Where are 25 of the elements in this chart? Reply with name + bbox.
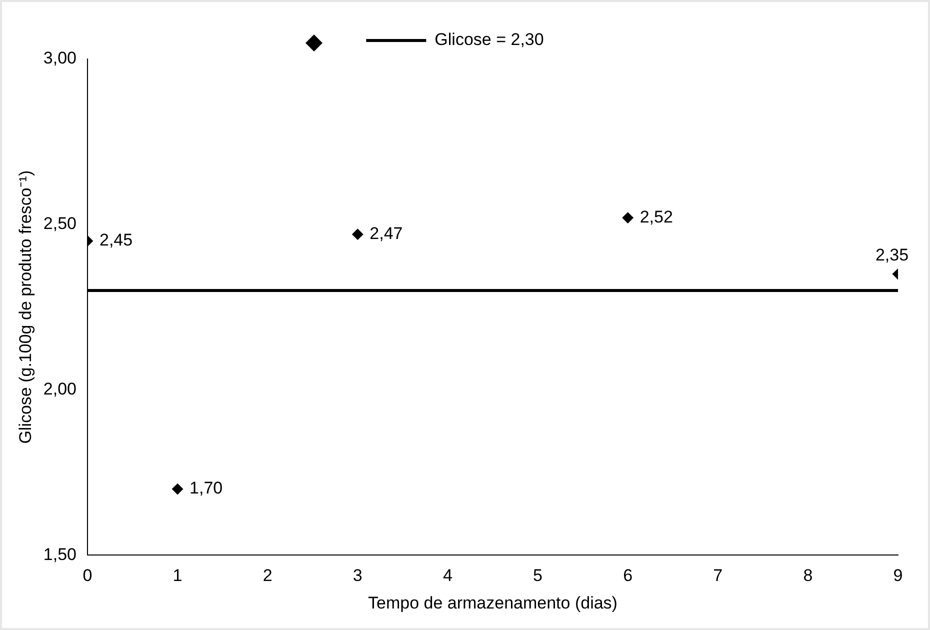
point	[622, 212, 634, 224]
x-axis-title: Tempo de armazenamento (dias)	[368, 593, 618, 612]
x-tick-label: 7	[713, 566, 723, 586]
y-tick-label: 2,50	[43, 214, 76, 234]
x-tick-label: 2	[262, 566, 272, 586]
y-tick-label: 1,50	[43, 544, 76, 564]
data-label: 1,70	[190, 478, 223, 498]
y-axis-title: Glicose (g.100g de produto fresco⁻¹)	[16, 170, 35, 444]
data-label: 2,52	[640, 207, 673, 226]
legend-label: Glicose = 2,30	[434, 30, 544, 50]
point	[172, 484, 184, 495]
data-label: 2,45	[99, 230, 133, 250]
x-tick-label: 3	[352, 566, 362, 586]
x-tick-label: 8	[803, 566, 813, 586]
data-label: 2,47	[370, 224, 403, 244]
data-label: 2,35	[875, 246, 909, 265]
y-tick-label: 3,00	[43, 48, 76, 68]
x-tick-label: 1	[172, 566, 182, 586]
x-tick-label: 6	[623, 566, 633, 586]
x-tick-label: 5	[533, 566, 543, 586]
x-tick-label: 9	[893, 566, 903, 586]
x-tick-label: 4	[442, 566, 452, 586]
x-tick-label: 0	[82, 566, 92, 586]
y-tick-label: 2,00	[43, 379, 76, 398]
point	[352, 228, 364, 240]
